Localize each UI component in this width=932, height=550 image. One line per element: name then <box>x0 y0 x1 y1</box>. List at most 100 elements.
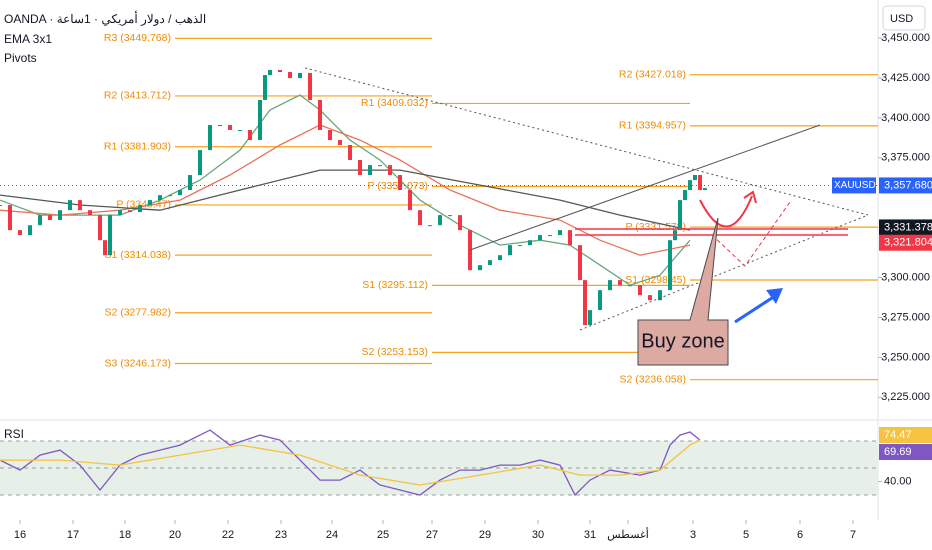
x-tick-label: 7 <box>850 529 856 541</box>
candle <box>148 200 152 206</box>
x-tick-label: 20 <box>169 529 181 541</box>
annotation: Buy zone <box>641 330 724 352</box>
candle <box>478 265 482 271</box>
blue-arrow <box>734 294 776 324</box>
trendline <box>579 214 869 331</box>
candle <box>108 215 112 256</box>
candle <box>118 210 122 216</box>
candle <box>263 75 267 100</box>
y-tick-label: 40.00 <box>884 475 912 487</box>
currency-box[interactable] <box>882 5 926 31</box>
currency[interactable]: USD <box>890 13 913 25</box>
trendline <box>469 124 821 251</box>
price-label: 3,321.804 <box>884 237 932 249</box>
y-tick-label: 3,400.000 <box>881 112 930 124</box>
candle <box>278 69 282 73</box>
pivot-label: S1 (3314.038) <box>104 249 171 261</box>
x-tick-label: 5 <box>743 529 749 541</box>
candle <box>638 285 642 296</box>
candle <box>608 280 612 291</box>
candle <box>78 200 82 211</box>
candle <box>338 140 342 146</box>
candle <box>488 260 492 266</box>
y-tick-label: 3,225.000 <box>881 391 930 403</box>
x-tick-label: 24 <box>326 529 338 541</box>
candle <box>258 99 262 141</box>
y-tick-label: 3,375.000 <box>881 152 930 164</box>
candle <box>528 240 532 246</box>
pivot-label: P (3331.578) <box>625 221 686 233</box>
x-tick-label: 16 <box>14 529 26 541</box>
candle <box>688 180 692 191</box>
candle <box>558 230 562 236</box>
trendline <box>304 67 869 216</box>
x-tick-label: 25 <box>377 529 389 541</box>
price-box <box>879 177 932 194</box>
candle <box>658 290 662 301</box>
candle <box>678 200 682 231</box>
candle <box>598 290 602 311</box>
candle <box>628 285 632 287</box>
candle <box>548 235 552 237</box>
candle <box>228 125 232 130</box>
x-tick-label: 31 <box>584 529 596 541</box>
pivot-label: R3 (3449.768) <box>104 32 171 44</box>
candle <box>18 230 22 236</box>
rsi-pane: RSI 40.00 74.47 69.69 <box>0 419 932 497</box>
pivot-label: R2 (3413.712) <box>104 90 171 102</box>
pivot-label: S2 (3253.153) <box>361 346 428 358</box>
candle <box>588 310 592 326</box>
x-tick-label: 27 <box>426 529 438 541</box>
pane-title: RSI <box>4 427 24 441</box>
rsi-line <box>0 429 701 497</box>
arrow-head <box>743 190 757 204</box>
candle <box>218 125 222 127</box>
candle <box>538 235 542 241</box>
candle <box>58 210 62 221</box>
candle <box>648 295 652 301</box>
candle <box>198 150 202 176</box>
x-tick-label: 30 <box>532 529 544 541</box>
candle <box>38 215 42 226</box>
curve-arrow <box>699 195 753 228</box>
rsi-line <box>0 439 701 486</box>
candle <box>683 190 687 201</box>
candle <box>398 175 402 191</box>
candle <box>668 240 672 291</box>
candle <box>703 188 707 191</box>
candle <box>318 99 322 130</box>
price-label: 69.69 <box>884 446 912 458</box>
pivot-label: R2 (3427.018) <box>619 68 686 80</box>
x-tick-label: 6 <box>797 529 803 541</box>
candle <box>348 145 352 161</box>
price-box <box>879 219 932 236</box>
price-label: 3,357.680 <box>884 179 932 191</box>
pivot-label: S3 (3246.173) <box>104 357 171 369</box>
candle <box>48 215 52 221</box>
study: Pivots <box>4 51 37 65</box>
candle <box>388 165 392 176</box>
candle <box>498 255 502 261</box>
pivot-label: S1 (3295.112) <box>362 279 428 291</box>
candle <box>178 190 182 196</box>
y-tick-label: 3,250.000 <box>881 351 930 363</box>
ema-line <box>0 94 691 286</box>
pivot-label: R1 (3409.032) <box>361 97 428 109</box>
candle <box>248 129 252 141</box>
candle <box>158 195 162 201</box>
candle <box>188 175 192 191</box>
candle <box>568 230 572 246</box>
symbol-box <box>832 177 876 194</box>
candle <box>168 195 172 197</box>
pivot-label: P (3357.073) <box>367 180 428 192</box>
candle <box>578 245 582 281</box>
symbol-label: XAUUSD <box>834 180 876 191</box>
candle <box>518 245 522 247</box>
price-label: 74.47 <box>884 429 912 441</box>
pivot-label: S2 (3236.058) <box>619 373 686 385</box>
candle <box>68 200 72 211</box>
candle <box>378 165 382 167</box>
price-box <box>879 234 932 251</box>
price-label: 3,331.378 <box>884 221 932 233</box>
